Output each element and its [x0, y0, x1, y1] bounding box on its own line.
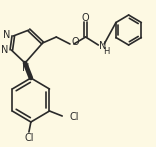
Text: O: O	[82, 13, 89, 23]
Text: N: N	[22, 63, 30, 73]
Text: Cl: Cl	[69, 112, 79, 122]
Text: Cl: Cl	[24, 133, 34, 143]
Text: N: N	[3, 30, 10, 40]
Text: O: O	[72, 37, 80, 47]
Text: H: H	[103, 46, 110, 56]
Text: N: N	[1, 45, 8, 55]
Text: N: N	[99, 41, 107, 51]
